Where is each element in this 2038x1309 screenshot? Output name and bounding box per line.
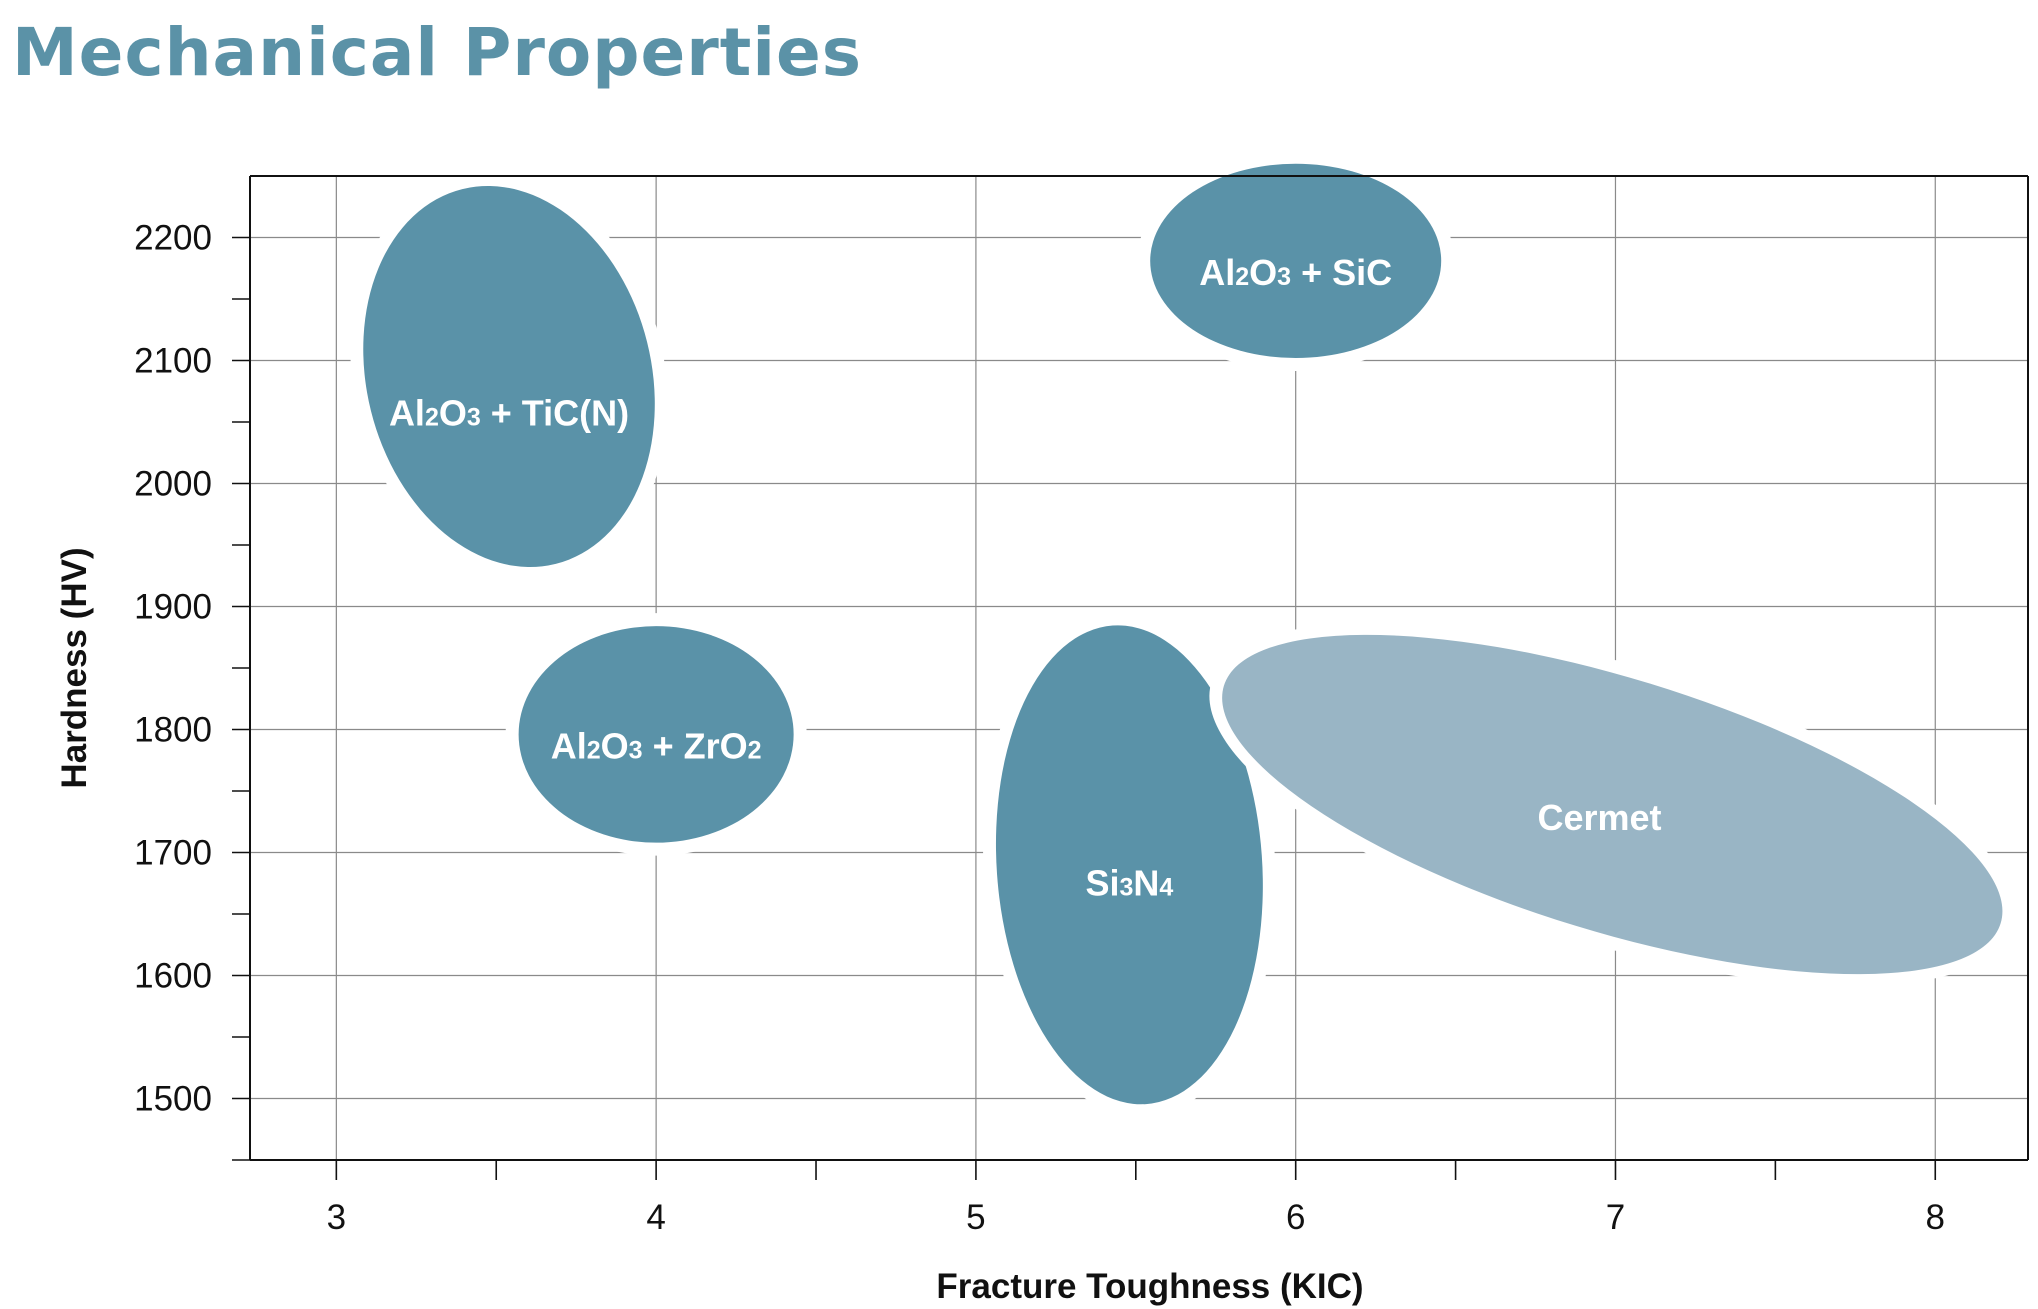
region-ellipse-al2o3-sic [1150,163,1442,359]
region-label-part: 3 [1120,873,1134,901]
region-label-al2o3-zro2: Al2O3 + ZrO2 [551,726,762,767]
region-label-part: + ZrO [643,726,748,767]
region-label-part: 3 [467,403,481,431]
region-cermet [1209,623,2016,986]
x-tick-label-5: 5 [966,1198,985,1237]
region-label-part: O [439,392,467,433]
x-tick-label-3: 3 [327,1198,346,1237]
y-tick-label-1800: 1800 [134,711,212,750]
region-label-part: Cermet [1537,797,1661,838]
x-tick-label-7: 7 [1606,1198,1625,1237]
region-label-si3n4: Si3N4 [1085,862,1173,903]
region-label-part: O [601,726,629,767]
region-label-part: 3 [629,737,643,765]
region-al2o3-sic [1137,150,1455,372]
region-label-part: Al [1199,252,1235,293]
x-tick-label-4: 4 [646,1198,665,1237]
region-label-part: N [1133,862,1159,903]
y-tick-label-2000: 2000 [134,465,212,504]
region-ellipse-al2o3-tic-n [363,185,655,568]
region-ellipse-cermet [1222,634,2003,975]
axes [232,175,2029,1180]
x-tick-label-6: 6 [1286,1198,1305,1237]
region-ellipse-si3n4 [995,625,1263,1105]
region-label-al2o3-sic: Al2O3 + SiC [1199,252,1392,293]
region-label-part: 2 [1235,263,1249,291]
y-tick-label-1500: 1500 [134,1080,212,1119]
region-label-cermet: Cermet [1537,797,1661,838]
region-label-part: Al [551,726,587,767]
region-al2o3-zro2 [505,613,807,856]
region-si3n4 [982,612,1276,1118]
x-axis-title: Fracture Toughness (KIC) [936,1267,1363,1306]
y-tick-label-1600: 1600 [134,957,212,996]
y-axis-title: Hardness (HV) [55,547,94,788]
y-tick-label-1700: 1700 [134,834,212,873]
region-label-al2o3-tic-n: Al2O3 + TiC(N) [389,392,629,433]
region-label-part: 2 [425,403,439,431]
region-label-part: + TiC(N) [481,392,629,433]
page-title: Mechanical Properties [12,14,862,91]
region-label-part: O [1249,252,1277,293]
region-label-part: Si [1085,862,1119,903]
region-ellipse-al2o3-zro2 [518,626,794,843]
region-label-part: 2 [587,737,601,765]
region-label-part: 4 [1159,873,1173,901]
x-tick-label-8: 8 [1926,1198,1945,1237]
y-tick-label-1900: 1900 [134,588,212,627]
y-tick-label-2200: 2200 [134,219,212,258]
region-al2o3-tic-n [350,173,668,580]
region-label-part: + SiC [1291,252,1392,293]
region-label-part: 2 [748,737,762,765]
region-label-part: 3 [1277,263,1291,291]
region-label-part: Al [389,392,425,433]
y-tick-label-2100: 2100 [134,342,212,381]
